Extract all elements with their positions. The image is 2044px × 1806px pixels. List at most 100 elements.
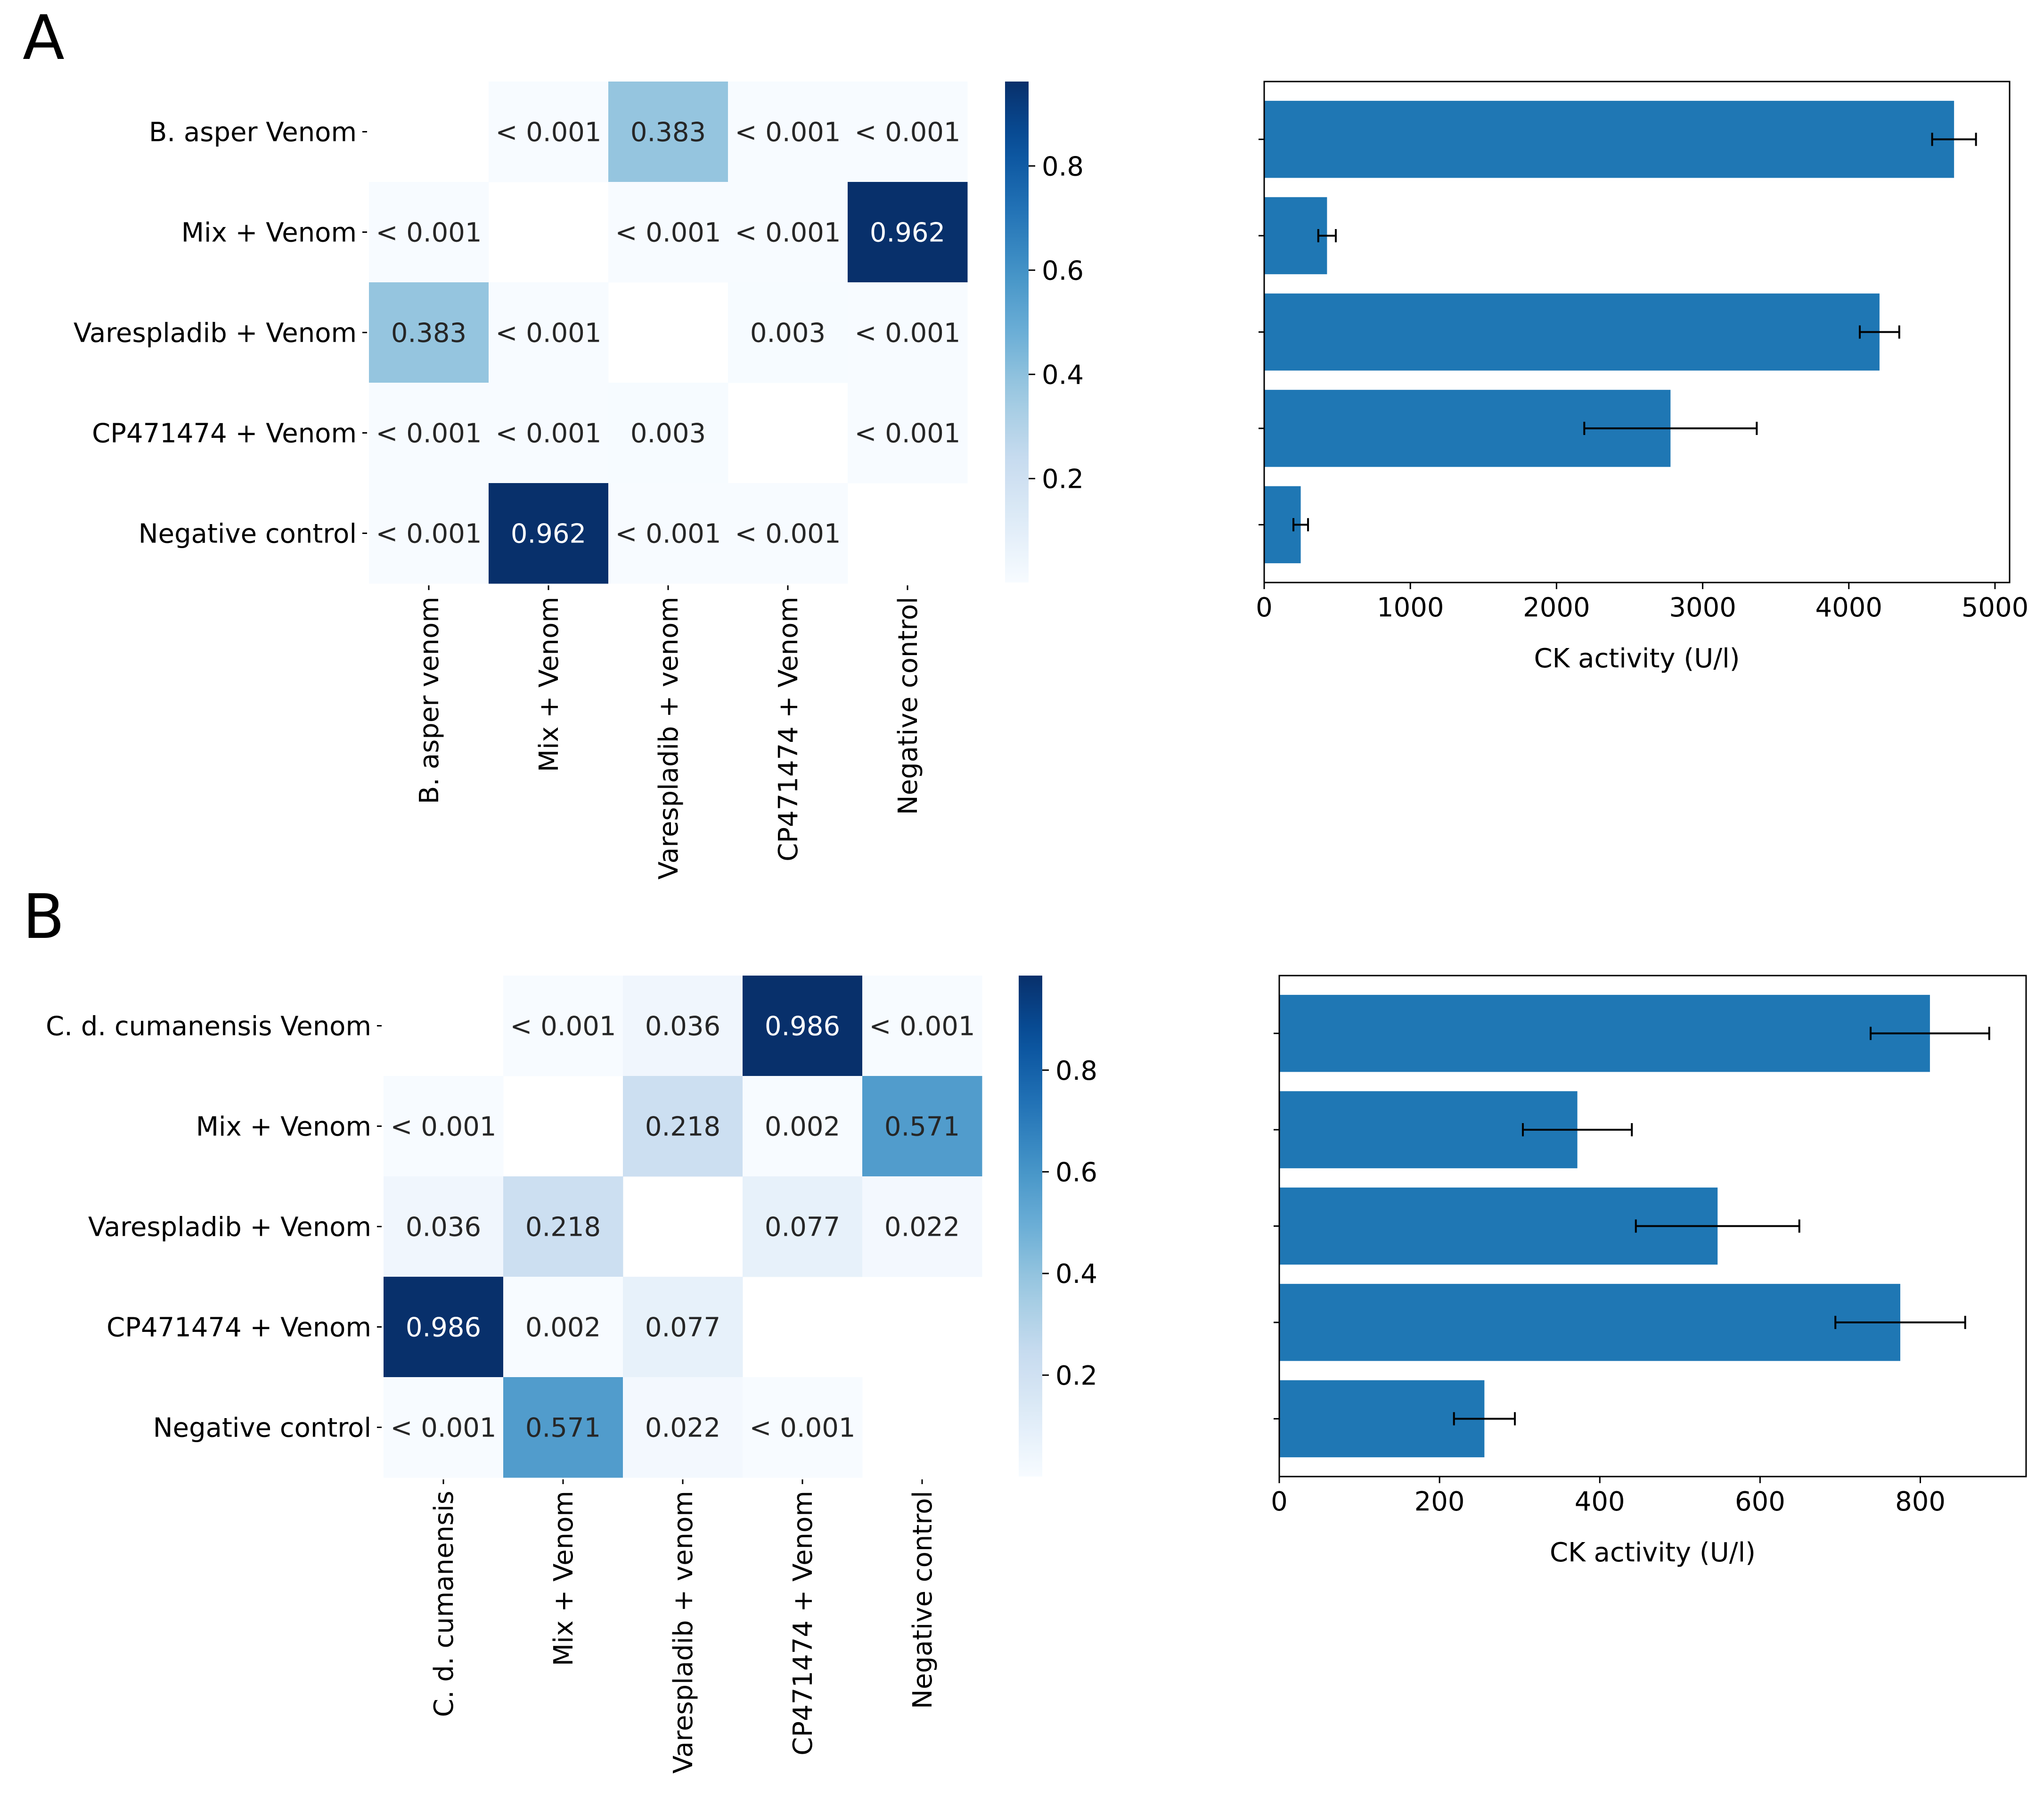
cell-annotation: 0.022 <box>884 1212 960 1243</box>
bar <box>1279 1380 1485 1458</box>
bar-chart-b: 0 200 400 600 800 CK activity (U/l) <box>1271 975 2027 1568</box>
heatmap-cell <box>743 1377 863 1478</box>
heatmap-cell <box>848 182 968 283</box>
heatmap-a: < 0.001 0.383 < 0.001 < 0.001 < 0.001 < 0.001… <box>74 82 1084 879</box>
cell-annotation: 0.571 <box>525 1413 601 1444</box>
cell-annotation: < 0.001 <box>495 318 601 349</box>
panel-label-a: A <box>23 2 65 74</box>
cell-annotation: < 0.001 <box>495 419 601 449</box>
cell-annotation: 0.002 <box>525 1313 601 1343</box>
cell-annotation: < 0.001 <box>376 218 482 248</box>
cell-annotation: 0.036 <box>645 1011 720 1042</box>
x-tick-label: 5000 <box>1962 592 2029 623</box>
cell-annotation: 0.077 <box>765 1212 840 1243</box>
cell-annotation: 0.383 <box>391 318 466 349</box>
x-tick-label: 1000 <box>1377 592 1444 623</box>
cell-annotation: < 0.001 <box>749 1413 855 1444</box>
heatmap-cell <box>862 1076 982 1177</box>
heatmap-cell <box>384 1076 504 1177</box>
heatmap-cell <box>743 1076 863 1177</box>
row-label: Mix + Venom <box>181 218 357 248</box>
cell-annotation: 0.962 <box>870 218 945 248</box>
heatmap-cell <box>848 82 968 182</box>
cell-annotation: < 0.001 <box>615 519 721 550</box>
heatmap-cell <box>608 182 728 283</box>
colorbar <box>1019 976 1042 1477</box>
cell-annotation: 0.003 <box>630 419 706 449</box>
x-tick-label: 200 <box>1414 1486 1465 1517</box>
column-label: CP471474 + Venom <box>773 597 804 862</box>
heatmap-cell <box>623 1277 743 1378</box>
bar <box>1264 293 1880 371</box>
colorbar-tick-label: 0.4 <box>1042 360 1084 390</box>
column-label: Varespladib + venom <box>654 597 684 879</box>
cell-annotation: 0.986 <box>406 1313 481 1343</box>
row-label: Negative control <box>139 519 357 550</box>
heatmap-cell <box>384 1176 504 1277</box>
colorbar-tick-label: 0.4 <box>1055 1259 1097 1289</box>
heatmap-cell <box>608 82 728 182</box>
heatmap-cell <box>862 1176 982 1277</box>
heatmap-b: < 0.001 0.036 0.986 < 0.001 < 0.001 0.218 0.00… <box>46 976 1097 1773</box>
column-label: Mix + Venom <box>534 597 564 772</box>
cell-annotation: < 0.001 <box>854 117 960 148</box>
heatmap-cell <box>608 383 728 484</box>
column-label: Mix + Venom <box>548 1491 579 1666</box>
bar <box>1279 994 1930 1072</box>
heatmap-cell <box>503 1277 623 1378</box>
colorbar-tick-label: 0.8 <box>1042 151 1084 182</box>
row-label: Negative control <box>153 1413 371 1444</box>
row-label: CP471474 + Venom <box>92 419 357 449</box>
cell-annotation: < 0.001 <box>495 117 601 148</box>
plot-frame <box>1278 975 2027 1478</box>
cell-annotation: 0.571 <box>884 1112 960 1142</box>
colorbar-tick-label: 0.6 <box>1042 255 1084 286</box>
heatmap-cell <box>384 1277 504 1378</box>
colorbar-tick-label: 0.2 <box>1042 464 1084 495</box>
cell-annotation: < 0.001 <box>854 318 960 349</box>
row-label: C. d. cumanensis Venom <box>46 1011 371 1042</box>
heatmap-cell <box>503 976 623 1076</box>
cell-annotation: 0.962 <box>511 519 586 550</box>
cell-annotation: 0.218 <box>525 1212 601 1243</box>
panel-label-b: B <box>23 881 65 952</box>
heatmap-cell <box>728 282 848 383</box>
heatmap-cell <box>369 483 489 584</box>
row-label: Varespladib + Venom <box>74 318 357 349</box>
bar <box>1264 100 1954 178</box>
cell-annotation: < 0.001 <box>510 1011 616 1042</box>
heatmap-cell <box>384 1377 504 1478</box>
bar <box>1264 197 1327 274</box>
cell-annotation: < 0.001 <box>854 419 960 449</box>
heatmap-cell <box>623 1076 743 1177</box>
heatmap-cell <box>489 282 609 383</box>
heatmap-cell <box>489 82 609 182</box>
cell-annotation: 0.002 <box>765 1112 840 1142</box>
heatmap-cell <box>728 82 848 182</box>
cell-annotation: 0.022 <box>645 1413 720 1444</box>
colorbar-tick-label: 0.6 <box>1055 1157 1097 1188</box>
heatmap-cell <box>728 182 848 283</box>
heatmap-cell <box>608 483 728 584</box>
column-label: Varespladib + venom <box>668 1491 699 1773</box>
x-tick-label: 400 <box>1575 1486 1625 1517</box>
heatmap-cell <box>489 383 609 484</box>
colorbar <box>1005 82 1029 583</box>
cell-annotation: < 0.001 <box>869 1011 975 1042</box>
cell-annotation: < 0.001 <box>390 1112 496 1142</box>
x-tick-label: 600 <box>1735 1486 1785 1517</box>
x-axis-label: CK activity (U/l) <box>1550 1537 1756 1568</box>
x-tick-label: 0 <box>1271 1486 1288 1517</box>
cell-annotation: < 0.001 <box>735 218 841 248</box>
cell-annotation: 0.383 <box>630 117 706 148</box>
heatmap-cell <box>503 1377 623 1478</box>
cell-annotation: < 0.001 <box>390 1413 496 1444</box>
x-tick-label: 4000 <box>1815 592 1883 623</box>
cell-annotation: 0.986 <box>765 1011 840 1042</box>
cell-annotation: 0.003 <box>750 318 826 349</box>
heatmap-cell <box>503 1176 623 1277</box>
heatmap-cell <box>369 282 489 383</box>
x-tick-label: 3000 <box>1669 592 1736 623</box>
row-label: Mix + Venom <box>196 1112 371 1142</box>
row-label: Varespladib + Venom <box>88 1212 371 1243</box>
